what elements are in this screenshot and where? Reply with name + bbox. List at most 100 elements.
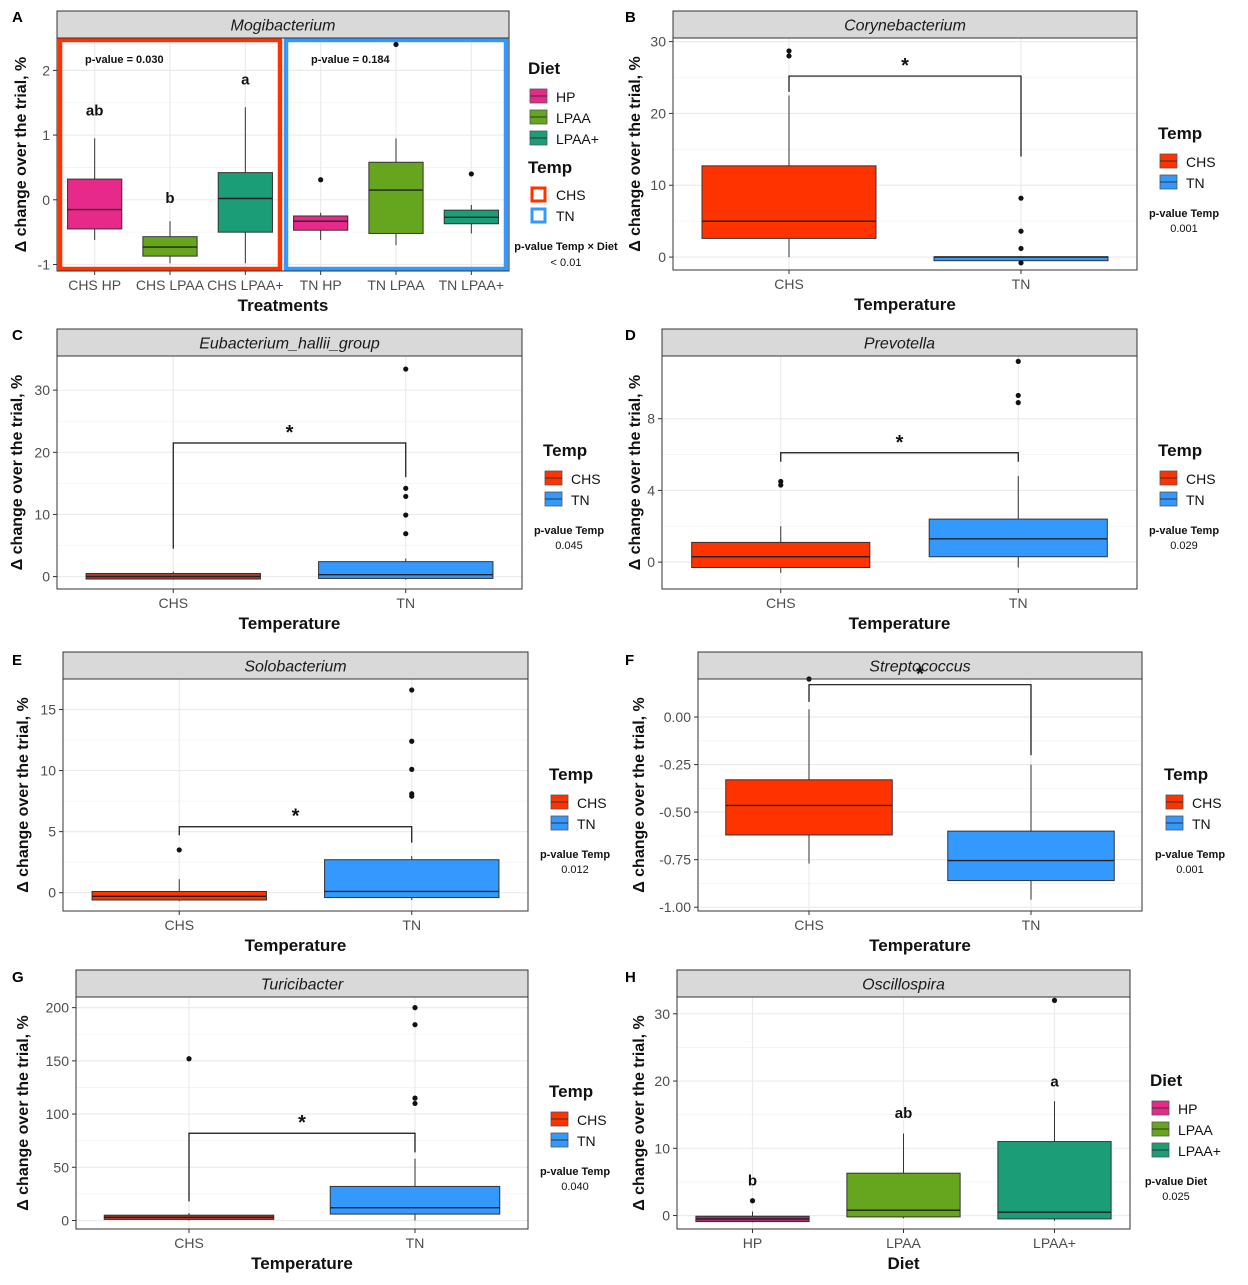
significance-star: * [896,432,904,454]
x-tick-label: CHS [774,276,804,292]
x-tick-label: TN [1009,595,1028,611]
legend-pvalue-label: p-value Temp [540,1166,610,1178]
y-tick-label: 0 [48,885,56,901]
legend-pvalue-label: p-value Diet [1145,1176,1208,1188]
legend-title-temp: Temp [528,158,572,177]
legend-title: Temp [1158,441,1202,460]
legend-label: TN [1186,175,1205,191]
legend-label: TN [556,208,575,224]
legend-pvalue-label: p-value Temp [1149,525,1219,537]
panel-b: B Corynebacterium * 0 10 20 30 CHS TN Temperature… [625,9,1219,314]
outlier-point [1051,997,1058,1003]
outlier-point [1018,228,1024,234]
y-tick-label: 30 [654,1006,670,1022]
legend-label: LPAA [556,110,591,126]
panel-letter: E [12,652,22,669]
panel-letter: B [625,9,636,26]
box [947,830,1115,882]
x-tick-label: TN [396,595,415,611]
facet-strip [672,10,1138,39]
panel-title: Solobacterium [244,659,346,676]
x-tick-label: CHS [766,595,796,611]
legend-label: TN [577,1133,596,1149]
panel-title: Oscillospira [862,977,945,994]
y-axis-title: Δ change over the trial, % [15,1015,32,1211]
legend-title: Temp [543,441,587,460]
outlier-point [749,1198,756,1204]
x-tick-label: TN [1012,276,1031,292]
plot-border [56,355,523,590]
outlier-point [468,171,474,177]
y-tick-label: 0 [647,554,655,570]
legend-label: CHS [1192,795,1222,811]
x-axis-title: Temperature [251,1254,353,1273]
box [701,165,877,239]
legend-pvalue-label: p-value Temp × Diet [514,241,618,253]
facet-strip [56,10,510,39]
legend-label: CHS [1186,471,1216,487]
y-tick-label: 30 [650,34,666,50]
panel-title: Mogibacterium [231,18,336,35]
legend-title-diet: Diet [528,59,560,78]
box [928,518,1108,558]
x-tick-label: CHS [174,1235,204,1251]
plot-border [672,37,1138,271]
legend-label: LPAA+ [556,131,599,147]
panel-letter: F [625,652,634,669]
x-tick-label: TN [406,1235,425,1251]
x-tick-label: CHS [158,595,188,611]
significance-star: * [286,422,294,444]
significance-bracket [172,442,407,549]
outlier-point [403,512,409,518]
outlier-point [409,766,415,772]
plot-border [661,355,1138,590]
x-axis-title: Diet [887,1254,919,1273]
outlier-point [1015,400,1021,406]
legend-label: TN [571,492,590,508]
legend-pvalue: 0.040 [561,1181,589,1193]
outlier-point [403,493,409,500]
significance-letter: ab [86,103,104,120]
significance-bracket [808,684,1032,756]
panel-d: D Prevotella * 0 4 8 CHS TN Temperature Δ change … [625,327,1219,633]
legend-label: CHS [556,187,586,203]
panel-title: Turicibacter [261,977,344,994]
legend-title: Temp [1164,765,1208,784]
outlier-point [318,177,324,183]
y-axis-title: Δ change over the trial, % [627,56,644,252]
y-tick-label: 10 [40,763,56,779]
y-tick-label: 1 [42,127,50,143]
legend-pvalue: 0.001 [1170,223,1198,235]
y-tick-label: 20 [650,105,666,121]
box [67,178,123,230]
legend-label: HP [556,89,575,105]
y-tick-label: 30 [34,382,50,398]
x-tick-label: LPAA+ [1033,1235,1076,1251]
plot-border [62,678,529,912]
facet-strip [75,969,529,998]
outlier-point [393,41,399,48]
outlier-point [412,1005,418,1011]
panel-letter: H [625,969,636,986]
significance-bracket [788,75,1022,157]
outlier-point [1018,245,1024,252]
y-axis-title: Δ change over the trial, % [9,375,26,571]
outlier-point [409,738,415,744]
legend-pvalue: 0.012 [561,864,589,876]
outlier-point [176,847,182,853]
y-tick-label: 5 [48,824,56,840]
legend-pvalue-label: p-value Temp [1155,849,1225,861]
panel-c: C Eubacterium_hallii_group * 0 10 20 30 CHS TN Te… [9,327,604,633]
panel-title: Streptococcus [869,659,970,676]
panel-f: F Streptococcus* 0.00 -0.25 -0.50 -0.75 -1.00 C… [625,651,1225,955]
panel-title: Eubacterium_hallii_group [199,336,380,353]
outlier-point [412,1100,418,1107]
y-axis-title: Δ change over the trial, % [631,1015,648,1211]
y-tick-label: 0 [42,569,50,585]
panel-title: Corynebacterium [844,18,966,35]
box [997,1141,1112,1220]
legend-label: HP [1178,1101,1197,1117]
legend-title: Temp [549,765,593,784]
x-tick-label: HP [743,1235,762,1251]
box [318,561,494,579]
